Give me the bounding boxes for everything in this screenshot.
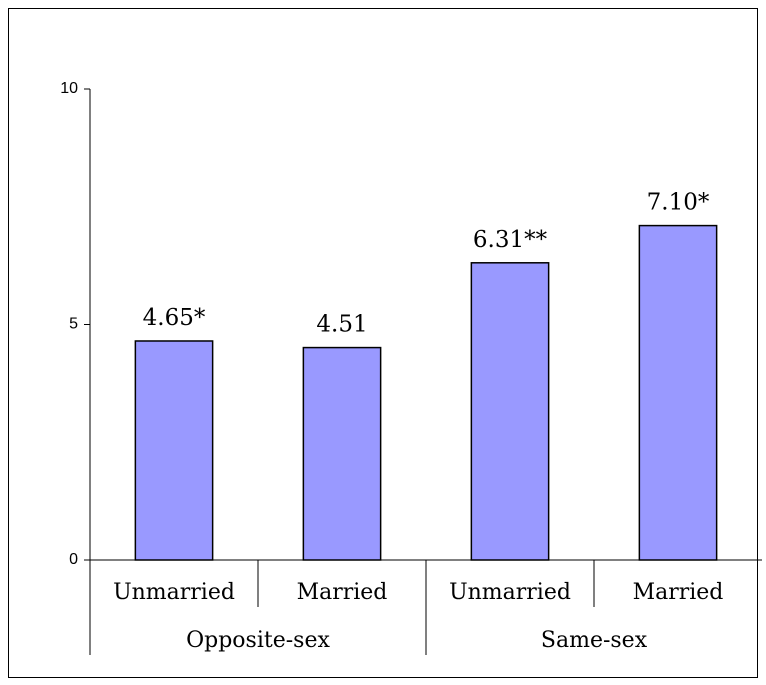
group-label: Opposite-sex bbox=[186, 628, 330, 653]
x-tick-label: Married bbox=[633, 580, 724, 605]
value-label: 4.65* bbox=[143, 305, 206, 331]
bar bbox=[302, 346, 382, 561]
value-label: 7.10* bbox=[647, 190, 710, 216]
x-tick-label: Married bbox=[297, 580, 388, 605]
x-tick-label: Unmarried bbox=[449, 580, 571, 605]
value-label: 4.51 bbox=[316, 312, 367, 338]
bar bbox=[470, 262, 550, 561]
y-tick-label: 5 bbox=[69, 316, 78, 333]
y-tick-label: 10 bbox=[60, 80, 78, 97]
value-label: 6.31** bbox=[473, 227, 548, 253]
frame bbox=[8, 8, 758, 678]
group-label: Same-sex bbox=[541, 628, 648, 653]
bar bbox=[638, 224, 718, 561]
bar bbox=[134, 340, 214, 561]
x-tick-label: Unmarried bbox=[113, 580, 235, 605]
y-tick-label: 0 bbox=[69, 551, 78, 568]
